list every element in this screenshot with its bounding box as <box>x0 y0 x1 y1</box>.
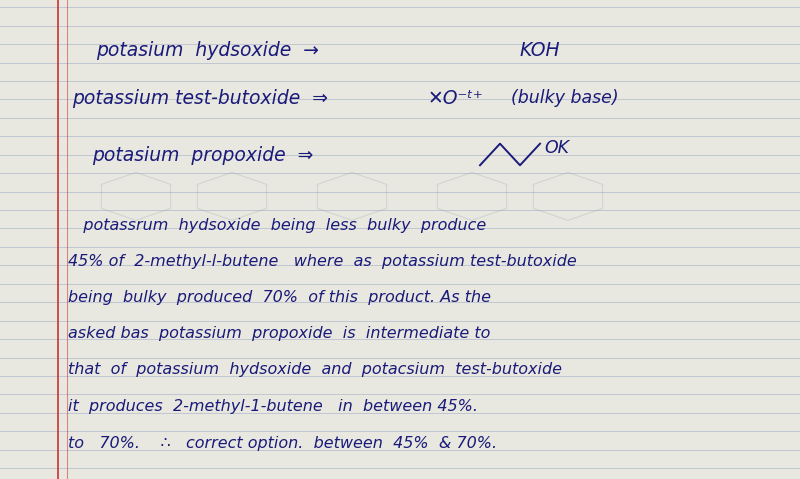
Text: asked bas  potassium  propoxide  is  intermediate to: asked bas potassium propoxide is interme… <box>68 326 490 342</box>
Text: that  of  potassium  hydsoxide  and  potacsium  test-butoxide: that of potassium hydsoxide and potacsiu… <box>68 362 562 377</box>
Text: KOH: KOH <box>520 41 561 60</box>
Text: potasium  hydsoxide  →: potasium hydsoxide → <box>96 41 319 60</box>
Text: to   70%.    ∴   correct option.  between  45%  & 70%.: to 70%. ∴ correct option. between 45% & … <box>68 435 497 451</box>
Text: (bulky base): (bulky base) <box>500 89 618 107</box>
Text: it  produces  2-methyl-1-butene   in  between 45%.: it produces 2-methyl-1-butene in between… <box>68 399 478 414</box>
Text: OK: OK <box>544 139 569 158</box>
Text: ✕O⁻ᵗ⁺: ✕O⁻ᵗ⁺ <box>428 89 484 108</box>
Text: potasium  propoxide  ⇒: potasium propoxide ⇒ <box>92 146 314 165</box>
Text: potassrum  hydsoxide  being  less  bulky  produce: potassrum hydsoxide being less bulky pro… <box>68 217 486 233</box>
Text: potassium test-butoxide  ⇒: potassium test-butoxide ⇒ <box>72 89 328 108</box>
Text: 45% of  2-methyl-l-butene   where  as  potassium test-butoxide: 45% of 2-methyl-l-butene where as potass… <box>68 253 577 269</box>
Text: being  bulky  produced  70%  of this  product. As the: being bulky produced 70% of this product… <box>68 290 491 306</box>
